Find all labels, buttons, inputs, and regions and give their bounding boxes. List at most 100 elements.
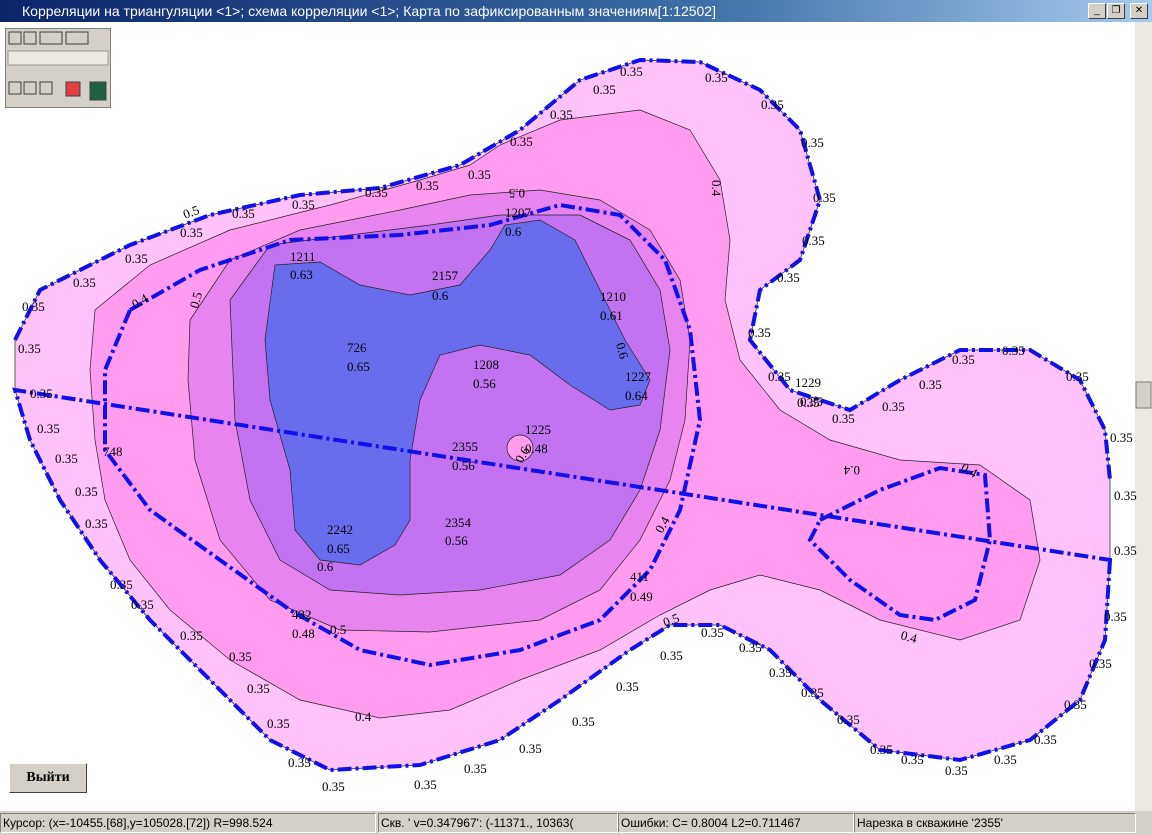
well-value: 0.56 bbox=[473, 376, 496, 391]
map-view: 1207 0.6 1211 0.63 2157 0.6 1210 0.61 726 0.65 120… bbox=[0, 22, 1152, 811]
contour-label: 0.35 bbox=[801, 135, 824, 150]
tool-icon[interactable] bbox=[23, 31, 37, 45]
well-value: 0.64 bbox=[625, 388, 648, 403]
contour-label: 0.35 bbox=[85, 516, 108, 531]
restore-button[interactable]: ❐ bbox=[1107, 3, 1125, 19]
well-value: 0.65 bbox=[327, 541, 350, 556]
contour-label: 0.6 bbox=[613, 341, 632, 361]
title-bar: Корреляции на триангуляции <1>; схема ко… bbox=[0, 0, 1152, 22]
minimize-button[interactable]: _ bbox=[1088, 3, 1106, 19]
contour-label: 0.35 bbox=[416, 178, 439, 193]
contour-label: 0.35 bbox=[468, 167, 491, 182]
contour-label: 0.4 bbox=[899, 627, 919, 646]
contour-label: 0.35 bbox=[519, 741, 542, 756]
status-bar: Курсор: (x=-10455.[68],y=105028.[72]) R=… bbox=[0, 811, 1152, 835]
status-cursor: Курсор: (x=-10455.[68],y=105028.[72]) R=… bbox=[0, 813, 376, 833]
tool-icon[interactable] bbox=[89, 81, 107, 101]
contour-label: 0.35 bbox=[55, 451, 78, 466]
scroll-thumb[interactable] bbox=[1135, 381, 1152, 409]
contour-label: 0.35 bbox=[813, 190, 836, 205]
well-value: 0.63 bbox=[290, 267, 313, 282]
contour-label: 0.5 bbox=[661, 610, 681, 630]
contour-label: 0.35 bbox=[322, 779, 345, 794]
contour-label: 0.35 bbox=[292, 197, 315, 212]
contour-label: 0.35 bbox=[660, 648, 683, 663]
contour-label: 0.35 bbox=[1114, 488, 1137, 503]
contour-label: 0.35 bbox=[1002, 343, 1025, 358]
contour-label: 0.5 bbox=[181, 202, 201, 222]
contour-label: 0.35 bbox=[1034, 732, 1057, 747]
contour-label: 0.35 bbox=[247, 681, 270, 696]
well-name: 1211 bbox=[290, 249, 316, 264]
toolbar-icons bbox=[7, 31, 109, 101]
contour-label: 0.35 bbox=[229, 649, 252, 664]
contour-label: 0.35 bbox=[22, 299, 45, 314]
tool-icon[interactable] bbox=[65, 81, 81, 97]
contour-label: 0.35 bbox=[802, 233, 825, 248]
contour-label: 0.35 bbox=[30, 386, 53, 401]
exit-button[interactable]: Выйти bbox=[9, 763, 87, 793]
well-value: 0.48 bbox=[292, 626, 315, 641]
well-name: 1210 bbox=[600, 289, 626, 304]
contour-label: 0.4 bbox=[355, 709, 372, 724]
contour-label: 0.5 bbox=[330, 622, 346, 637]
well-value: 0.6 bbox=[505, 224, 522, 239]
contour-label: 0.35 bbox=[550, 107, 573, 122]
isoline-040 bbox=[103, 202, 703, 668]
well-value: 0.65 bbox=[347, 359, 370, 374]
well-name: 411 bbox=[630, 569, 649, 584]
tool-icon[interactable] bbox=[23, 81, 37, 95]
contour-label: 0.35 bbox=[1064, 697, 1087, 712]
close-button[interactable]: ✕ bbox=[1130, 3, 1148, 19]
well-value: 0.48 bbox=[525, 441, 548, 456]
tool-icon[interactable] bbox=[8, 31, 22, 45]
contour-label: 0.6 bbox=[317, 559, 334, 574]
well-value: 0.56 bbox=[452, 458, 475, 473]
contour-label: 0.35 bbox=[365, 185, 388, 200]
isoline-035 bbox=[12, 57, 1113, 773]
contour-label: 0.35 bbox=[919, 377, 942, 392]
well-name: 2242 bbox=[327, 522, 353, 537]
well-name: 1208 bbox=[473, 357, 499, 372]
tool-icon[interactable] bbox=[39, 31, 63, 45]
contour-label: 0.35 bbox=[739, 640, 762, 655]
contour-label: 0.35 bbox=[616, 679, 639, 694]
contour-label: 0.35 bbox=[593, 82, 616, 97]
contour-label: 0.35 bbox=[620, 64, 643, 79]
contour-label: 0.35 bbox=[125, 251, 148, 266]
well-value: 0.49 bbox=[630, 589, 653, 604]
contour-label: 0.35 bbox=[945, 763, 968, 778]
contour-label: 0.35 bbox=[288, 755, 311, 770]
contour-label: 0.35 bbox=[73, 275, 96, 290]
toolbar-field[interactable] bbox=[7, 50, 109, 66]
contour-label: 0.35 bbox=[761, 97, 784, 112]
contour-label: 0.4 bbox=[709, 180, 724, 197]
window-title: Корреляции на триангуляции <1>; схема ко… bbox=[22, 3, 716, 19]
status-slice: Нарезка в скважине '2355' bbox=[854, 813, 1136, 833]
contour-label: 0.4 bbox=[652, 513, 673, 535]
scrollbar[interactable] bbox=[1135, 22, 1152, 811]
tool-icon[interactable] bbox=[65, 31, 89, 45]
contour-label: 0.35 bbox=[37, 421, 60, 436]
well-value: 0.6 bbox=[432, 288, 449, 303]
contour-label: 0.35 bbox=[837, 712, 860, 727]
contour-label: 0.35 bbox=[832, 411, 855, 426]
contour-label: 0.35 bbox=[18, 341, 41, 356]
contour-label: 0.35 bbox=[870, 742, 893, 757]
contour-label: 0.35 bbox=[180, 225, 203, 240]
contour-label: 0.35 bbox=[572, 714, 595, 729]
tool-icon[interactable] bbox=[39, 81, 53, 95]
well-name: 1207 bbox=[505, 205, 532, 220]
status-well: Скв. ' v=0.347967': (-11371., 10363( bbox=[378, 813, 618, 833]
tool-icon[interactable] bbox=[8, 81, 22, 95]
well-value: 0.56 bbox=[445, 533, 468, 548]
contour-label: 0.4 bbox=[129, 290, 151, 311]
well-name: 2354 bbox=[445, 515, 472, 530]
contour-label: 0.35 bbox=[131, 597, 154, 612]
contour-label: 0.35 bbox=[267, 716, 290, 731]
well-name: 748 bbox=[103, 444, 123, 459]
contour-label: 0.5 bbox=[509, 186, 525, 201]
contour-label: 0.35 bbox=[1066, 369, 1089, 384]
contour-label: 0.35 bbox=[1110, 430, 1133, 445]
contour-label: 0.35 bbox=[748, 325, 771, 340]
